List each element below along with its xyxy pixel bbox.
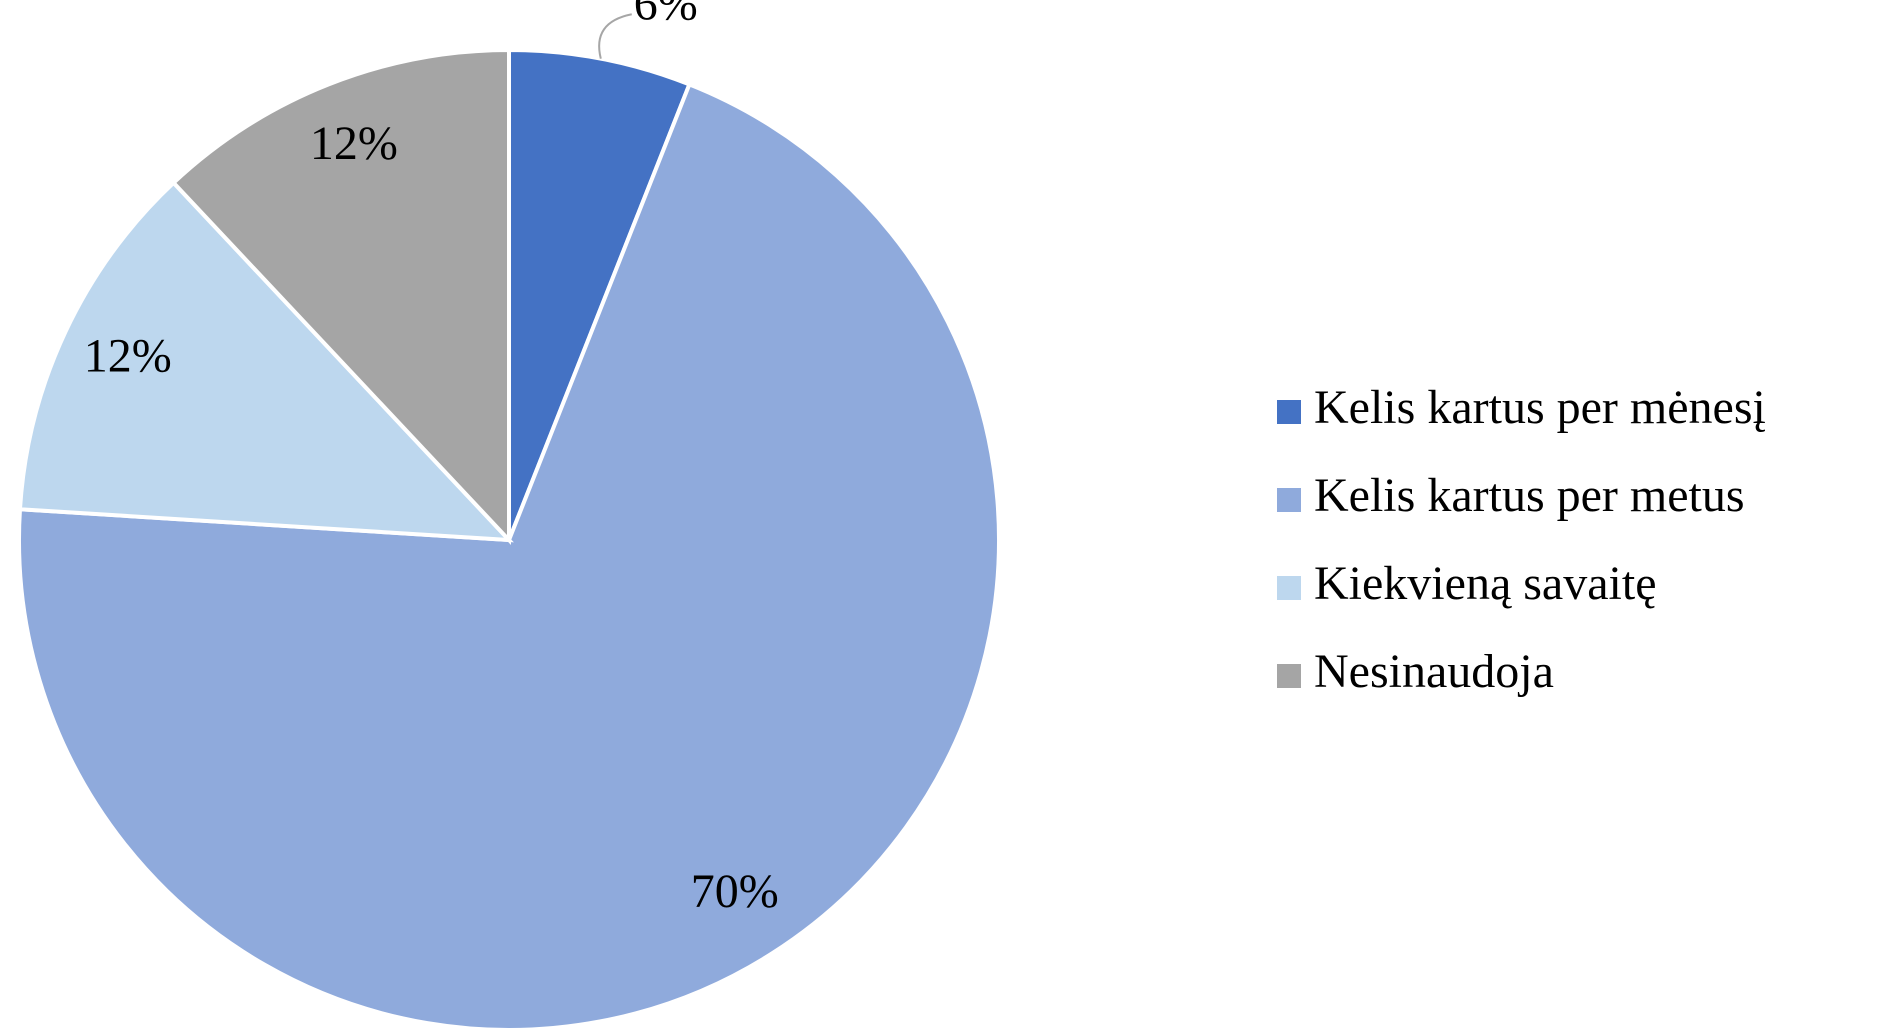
data-label: 70%: [691, 865, 779, 918]
legend-label: Kelis kartus per mėnesį: [1314, 381, 1766, 434]
pie-slice: [170, 47, 511, 546]
legend-swatch: [1277, 576, 1301, 600]
legend-label: Nesinaudoja: [1314, 645, 1554, 698]
pie-slice: [17, 179, 514, 543]
legend-swatch: [1277, 488, 1301, 512]
data-label: 12%: [84, 330, 172, 383]
legend-label: Kiekvieną savaitę: [1314, 557, 1657, 610]
legend-label: Kelis kartus per metus: [1314, 469, 1745, 522]
pie-slice: [17, 81, 1001, 1030]
leader-line: [598, 13, 632, 59]
data-label: 12%: [310, 117, 398, 170]
data-label: 6%: [634, 0, 698, 30]
legend-swatch: [1277, 400, 1301, 424]
legend-swatch: [1277, 664, 1301, 688]
pie-slice: [507, 47, 692, 541]
